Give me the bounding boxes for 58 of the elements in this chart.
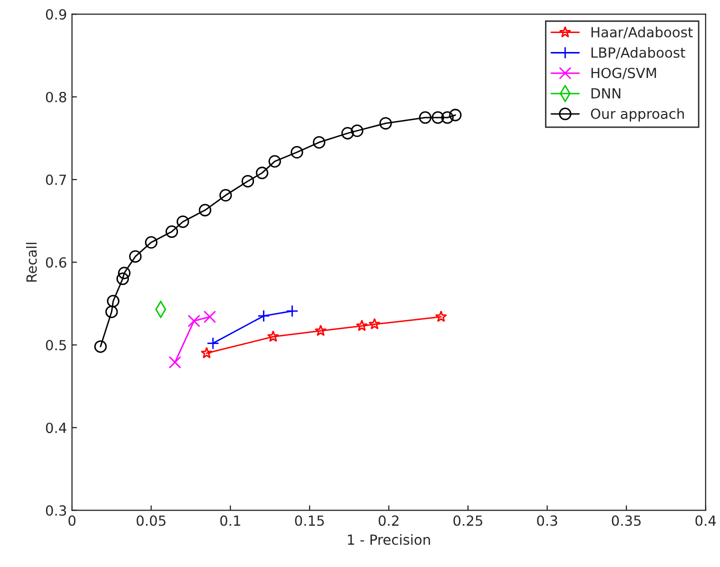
point [341, 126, 354, 140]
point [200, 346, 213, 358]
point [168, 356, 182, 369]
point [350, 124, 364, 138]
x-tick-label: 0.2 [378, 515, 398, 526]
point [129, 250, 142, 263]
x-tick-label: 0.25 [453, 515, 482, 526]
x-tick-label: 0.3 [537, 515, 558, 526]
point [268, 155, 281, 168]
x-tick-label: 0.05 [136, 515, 166, 526]
legend-label: LBP/Adaboost [592, 47, 686, 59]
point [198, 204, 212, 216]
x-tick-label: 0.35 [612, 515, 641, 526]
point [312, 136, 326, 149]
x-tick-label: 0 [68, 515, 76, 526]
point [106, 294, 120, 308]
point [368, 318, 381, 330]
x-tick-label: 0.15 [295, 515, 324, 526]
y-tick-label: 0.9 [46, 9, 66, 20]
x-tick-label: 0.4 [695, 515, 716, 526]
point [116, 272, 129, 286]
y-axis-title: Recall [26, 242, 37, 282]
point [314, 324, 327, 336]
point [449, 108, 462, 122]
legend-label: DNN [592, 88, 620, 98]
point [418, 111, 432, 124]
y-tick-label: 0.7 [46, 174, 66, 186]
point [204, 310, 216, 324]
point [144, 236, 158, 249]
point [166, 225, 178, 238]
point [118, 266, 131, 280]
y-tick-label: 0.5 [46, 340, 66, 350]
x-axis-title: 1 - Precision [348, 534, 430, 545]
y-tick-label: 0.4 [46, 422, 66, 434]
point [257, 310, 270, 322]
point [435, 310, 448, 322]
point [219, 189, 232, 202]
point [176, 215, 190, 228]
point [242, 174, 254, 188]
point [356, 320, 368, 332]
point [379, 117, 392, 130]
point [267, 330, 280, 342]
legend-label: Our approach [590, 108, 684, 122]
y-tick-label: 0.3 [46, 505, 66, 516]
point [94, 340, 107, 353]
x-tick-label: 0.1 [220, 515, 240, 526]
point [256, 166, 268, 180]
point [286, 304, 298, 318]
legend-label: HOG/SVM [592, 68, 656, 80]
point [188, 314, 200, 328]
y-tick-label: 0.8 [46, 92, 66, 102]
point [441, 111, 454, 124]
point [290, 146, 304, 159]
legend-label: Haar/Adaboost [592, 26, 693, 39]
point [206, 337, 220, 350]
point [432, 111, 444, 124]
y-tick-label: 0.6 [46, 257, 66, 268]
point [105, 306, 118, 318]
